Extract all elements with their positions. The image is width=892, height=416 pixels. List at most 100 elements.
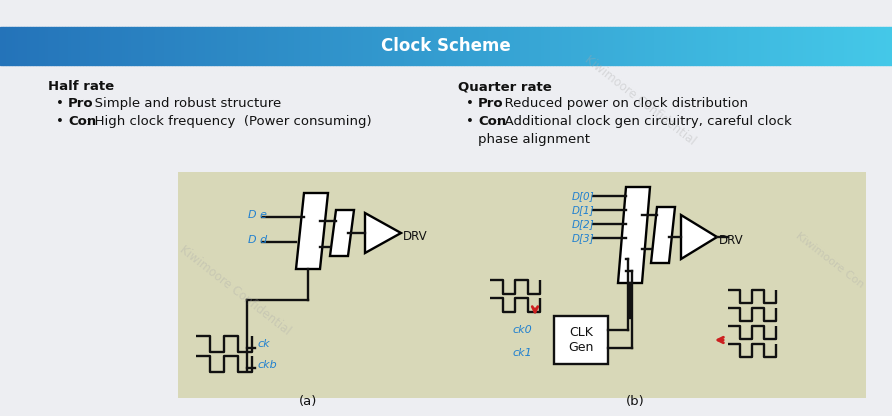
Bar bbox=[27, 27, 29, 65]
Bar bbox=[553, 27, 556, 65]
Bar bbox=[392, 27, 395, 65]
Bar bbox=[65, 27, 69, 65]
Bar bbox=[488, 27, 491, 65]
Bar bbox=[886, 27, 889, 65]
Bar bbox=[395, 27, 399, 65]
Bar bbox=[92, 27, 95, 65]
Bar bbox=[333, 27, 336, 65]
Bar bbox=[87, 27, 89, 65]
Bar bbox=[21, 27, 24, 65]
Bar bbox=[143, 27, 145, 65]
Bar bbox=[841, 27, 845, 65]
Bar bbox=[827, 27, 830, 65]
Bar bbox=[194, 27, 196, 65]
Bar bbox=[318, 27, 321, 65]
Bar bbox=[202, 27, 205, 65]
Bar bbox=[368, 27, 372, 65]
Bar bbox=[461, 27, 464, 65]
Bar bbox=[345, 27, 348, 65]
Bar bbox=[348, 27, 351, 65]
Bar bbox=[270, 27, 274, 65]
Bar bbox=[856, 27, 859, 65]
Bar bbox=[493, 27, 497, 65]
Bar bbox=[729, 27, 731, 65]
Bar bbox=[734, 27, 738, 65]
Bar bbox=[419, 27, 422, 65]
Bar bbox=[747, 27, 749, 65]
Bar bbox=[633, 27, 636, 65]
Bar bbox=[54, 27, 56, 65]
Bar bbox=[140, 27, 143, 65]
Bar bbox=[698, 27, 702, 65]
Bar bbox=[125, 27, 128, 65]
Bar bbox=[446, 27, 449, 65]
Bar bbox=[589, 27, 591, 65]
Bar bbox=[648, 27, 651, 65]
Bar bbox=[847, 27, 850, 65]
Bar bbox=[425, 27, 428, 65]
Bar bbox=[607, 27, 609, 65]
Bar bbox=[359, 27, 363, 65]
Bar bbox=[235, 27, 238, 65]
Text: Kiwimoore Confidential: Kiwimoore Confidential bbox=[178, 243, 293, 337]
Bar bbox=[241, 27, 244, 65]
Bar bbox=[169, 27, 172, 65]
Bar bbox=[301, 27, 303, 65]
Bar bbox=[443, 27, 446, 65]
Bar bbox=[541, 27, 544, 65]
Bar bbox=[390, 27, 392, 65]
Bar bbox=[707, 27, 711, 65]
Text: CLK
Gen: CLK Gen bbox=[568, 326, 594, 354]
Bar bbox=[47, 27, 51, 65]
Bar bbox=[244, 27, 247, 65]
Text: •: • bbox=[466, 115, 474, 128]
Bar bbox=[223, 27, 226, 65]
Bar bbox=[773, 27, 776, 65]
Bar bbox=[779, 27, 782, 65]
Bar bbox=[321, 27, 324, 65]
Bar bbox=[559, 27, 562, 65]
Bar bbox=[83, 27, 87, 65]
Bar bbox=[190, 27, 194, 65]
Bar bbox=[794, 27, 797, 65]
Bar bbox=[247, 27, 250, 65]
Bar bbox=[292, 27, 294, 65]
Bar bbox=[238, 27, 241, 65]
Bar bbox=[533, 27, 535, 65]
Bar bbox=[161, 27, 163, 65]
Bar bbox=[113, 27, 116, 65]
Bar bbox=[36, 27, 38, 65]
Text: D[2]: D[2] bbox=[572, 219, 595, 229]
Bar bbox=[229, 27, 232, 65]
Bar bbox=[716, 27, 720, 65]
Bar bbox=[381, 27, 384, 65]
Text: ckb: ckb bbox=[257, 360, 277, 370]
Bar bbox=[580, 27, 582, 65]
Text: : Additional clock gen circuitry, careful clock: : Additional clock gen circuitry, carefu… bbox=[496, 115, 792, 128]
Bar bbox=[642, 27, 645, 65]
Text: •: • bbox=[56, 97, 64, 110]
Bar bbox=[417, 27, 419, 65]
Bar bbox=[565, 27, 568, 65]
Text: (a): (a) bbox=[299, 396, 318, 409]
Bar bbox=[259, 27, 261, 65]
Bar bbox=[60, 27, 62, 65]
Bar bbox=[761, 27, 764, 65]
Bar bbox=[306, 27, 310, 65]
Text: Half rate: Half rate bbox=[48, 80, 114, 93]
Text: D e: D e bbox=[248, 210, 267, 220]
Bar bbox=[274, 27, 277, 65]
Bar bbox=[609, 27, 613, 65]
Bar bbox=[470, 27, 473, 65]
Bar bbox=[838, 27, 841, 65]
Bar bbox=[767, 27, 770, 65]
Text: •: • bbox=[466, 97, 474, 110]
Bar bbox=[455, 27, 458, 65]
Bar bbox=[366, 27, 368, 65]
Bar bbox=[517, 27, 520, 65]
Bar bbox=[600, 27, 604, 65]
Bar bbox=[404, 27, 408, 65]
Bar bbox=[312, 27, 315, 65]
Bar bbox=[18, 27, 21, 65]
Bar bbox=[351, 27, 354, 65]
